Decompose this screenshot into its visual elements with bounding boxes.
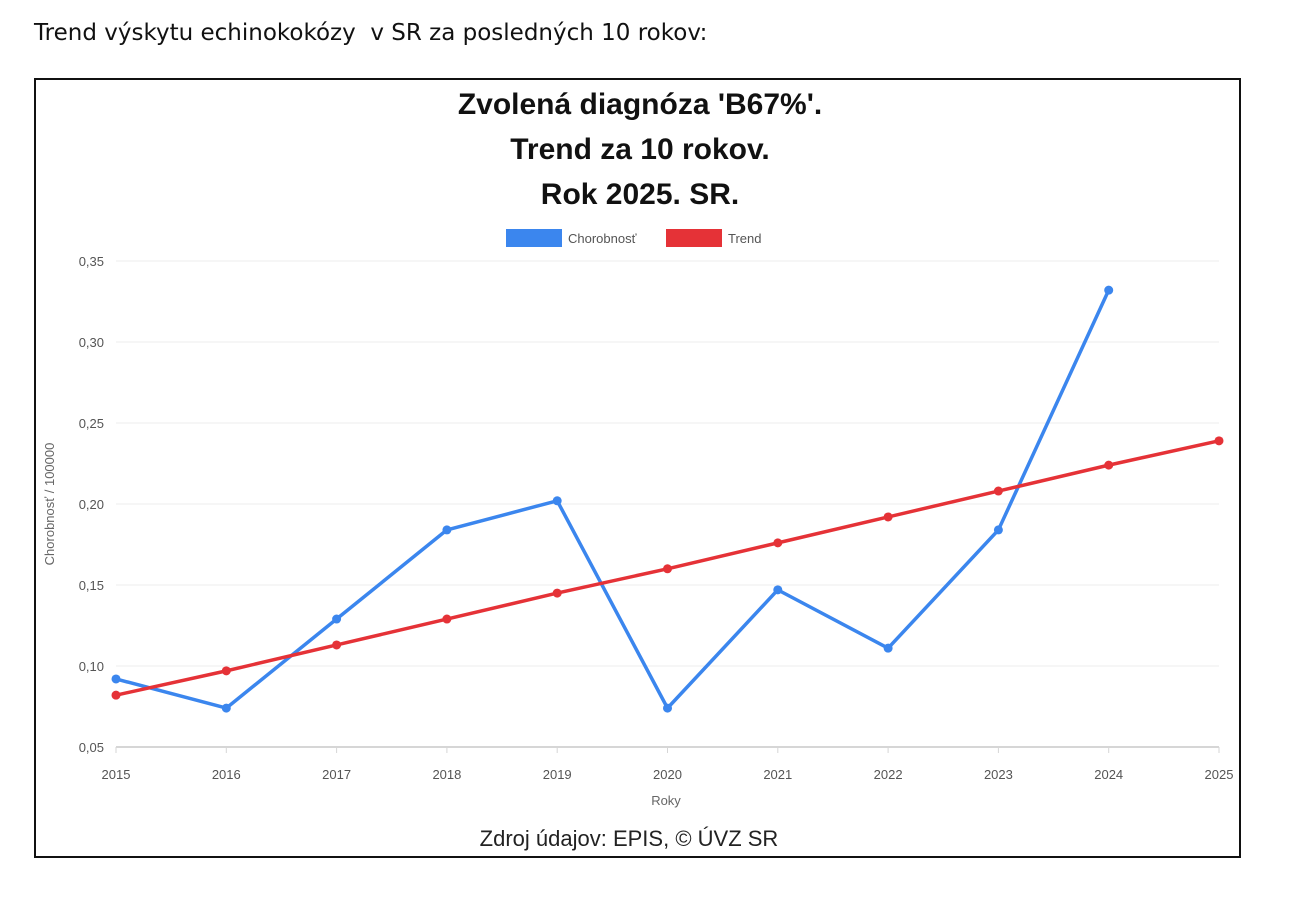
y-tick-label: 0,20 [79,497,104,512]
data-point [883,512,893,522]
x-tick-labels: 2015 2016 2017 2018 2019 2020 2021 2022 2023 2024… [102,767,1234,782]
chart-title-line-1: Zvolená diagnóza 'B67%'. [458,88,822,121]
y-axis-title: Chorobnosť / 100000 [42,443,57,566]
x-tick-label: 2019 [543,767,572,782]
x-tick-label: 2017 [322,767,351,782]
grid-layer [115,260,1220,753]
data-point [773,538,783,548]
y-tick-label: 0,15 [79,578,104,593]
data-point [221,666,231,676]
chart-svg: Zvolená diagnóza 'B67%'. Trend za 10 rok… [42,88,1234,851]
y-tick-label: 0,25 [79,416,104,431]
data-point [552,588,562,598]
data-point [1214,436,1224,446]
legend-label: Chorobnosť [568,231,637,246]
data-point [552,496,562,506]
legend-swatch [506,229,562,247]
series-line-0 [115,289,1111,710]
x-tick-label: 2018 [432,767,461,782]
data-point [883,643,893,653]
data-point [442,614,452,624]
series-layer [111,285,1224,713]
data-point [111,690,121,700]
x-tick-label: 2021 [763,767,792,782]
y-tick-label: 0,30 [79,335,104,350]
data-point [221,703,231,713]
x-tick-label: 2024 [1094,767,1123,782]
chart-title-line-2: Trend za 10 rokov. [510,133,770,166]
x-tick-label: 2025 [1205,767,1234,782]
data-point [993,486,1003,496]
x-axis-title: Roky [651,793,681,808]
data-point [332,614,342,624]
page-heading: Trend výskytu echinokokózy v SR za posle… [34,20,708,46]
data-point [1104,460,1114,470]
data-point [663,564,672,574]
chart-title-line-3: Rok 2025. SR. [541,178,739,211]
x-tick-label: 2022 [874,767,903,782]
y-tick-labels: 0,05 0,10 0,15 0,20 0,25 0,30 0,35 [79,254,104,755]
data-point [442,525,452,535]
data-point [1104,285,1114,295]
y-tick-label: 0,10 [79,659,104,674]
legend: Chorobnosť Trend [506,229,761,247]
y-tick-label: 0,35 [79,254,104,269]
y-tick-label: 0,05 [79,740,104,755]
data-point [663,703,672,713]
source-note: Zdroj údajov: EPIS, © ÚVZ SR [480,826,779,851]
chart-frame: Zvolená diagnóza 'B67%'. Trend za 10 rok… [34,78,1241,858]
data-point [993,525,1003,535]
x-tick-label: 2020 [653,767,682,782]
x-tick-label: 2023 [984,767,1013,782]
data-point [111,674,121,684]
x-tick-label: 2015 [102,767,131,782]
data-point [773,585,783,595]
data-point [332,640,342,650]
legend-swatch [666,229,722,247]
x-tick-label: 2016 [212,767,241,782]
legend-label: Trend [728,231,761,246]
